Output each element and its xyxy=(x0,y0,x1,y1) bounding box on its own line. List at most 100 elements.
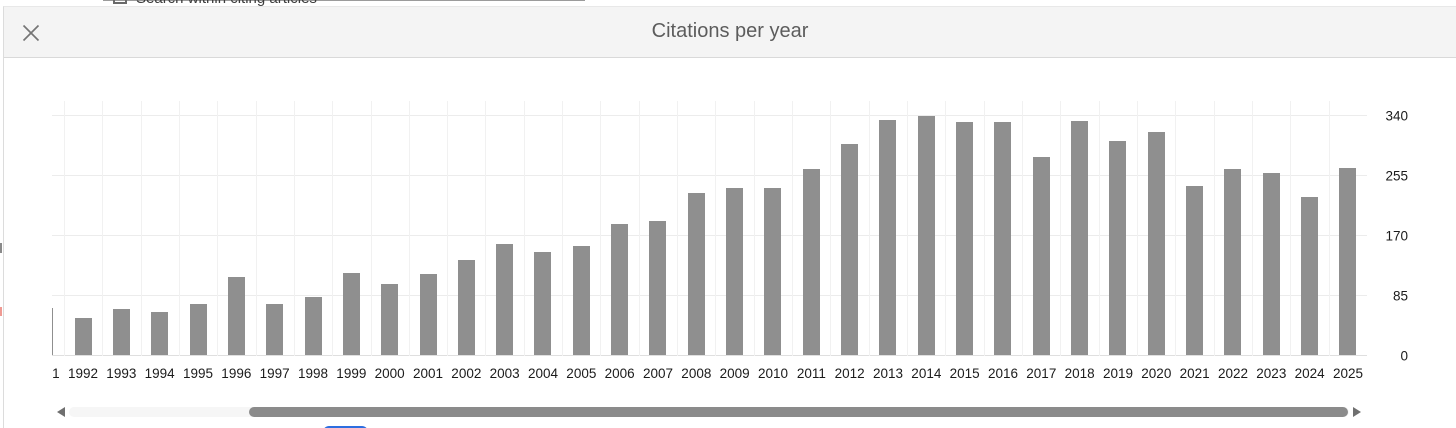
citations-bar-2024[interactable] xyxy=(1301,197,1319,355)
vertical-gridline xyxy=(332,101,334,356)
x-tick-label: 2020 xyxy=(1141,366,1172,381)
vertical-gridline xyxy=(638,101,640,356)
scrollbar-track[interactable] xyxy=(69,407,1349,417)
background-menu-border xyxy=(103,0,585,1)
scrollbar-left-arrow-icon[interactable] xyxy=(57,407,65,417)
citations-bar-1997[interactable] xyxy=(266,304,284,355)
vertical-gridline xyxy=(677,101,679,356)
citations-bar-2015[interactable] xyxy=(956,122,974,355)
x-tick-label: 2021 xyxy=(1179,366,1210,381)
vertical-gridline xyxy=(1213,101,1215,356)
citations-bar-2012[interactable] xyxy=(841,144,859,355)
vertical-gridline xyxy=(1175,101,1177,356)
citations-bar-1995[interactable] xyxy=(189,304,207,355)
x-tick-label: 2025 xyxy=(1332,366,1364,381)
gridline xyxy=(52,115,1367,116)
x-tick-label: 1997 xyxy=(259,366,290,381)
citations-bar-1999[interactable] xyxy=(342,273,360,355)
vertical-gridline xyxy=(293,101,295,356)
citations-bar-2010[interactable] xyxy=(764,188,782,355)
citations-bar-2013[interactable] xyxy=(879,120,897,355)
x-tick-label: 2012 xyxy=(834,366,865,381)
citations-bar-2001[interactable] xyxy=(419,274,437,355)
citations-bar-2004[interactable] xyxy=(534,252,552,355)
dialog-header: Citations per year xyxy=(4,7,1456,58)
citations-bar-2017[interactable] xyxy=(1032,157,1050,355)
x-tick-label: 1996 xyxy=(221,366,252,381)
vertical-gridline xyxy=(63,101,65,356)
citations-bar-1994[interactable] xyxy=(151,312,169,355)
x-tick-label: 2001 xyxy=(412,366,444,381)
search-within-label: Search within citing articles xyxy=(136,0,356,6)
x-tick-label: 2005 xyxy=(566,366,597,381)
citations-bar-2007[interactable] xyxy=(649,221,667,355)
citations-bar-2019[interactable] xyxy=(1109,141,1127,355)
y-tick-label: 85 xyxy=(1392,288,1408,304)
citations-bar-2005[interactable] xyxy=(572,246,590,355)
citations-bar-2025[interactable] xyxy=(1339,168,1357,355)
vertical-gridline xyxy=(715,101,717,356)
vertical-gridline xyxy=(792,101,794,356)
close-button[interactable] xyxy=(18,20,44,46)
citations-bar-2009[interactable] xyxy=(726,188,744,355)
gridline xyxy=(52,175,1367,176)
citations-bar-1992[interactable] xyxy=(74,318,92,355)
citations-bar-2002[interactable] xyxy=(457,260,475,355)
vertical-gridline xyxy=(1328,101,1330,356)
scrollbar-right-arrow-icon[interactable] xyxy=(1353,407,1361,417)
x-tick-label: 1991 xyxy=(52,366,60,381)
citations-bar-2022[interactable] xyxy=(1224,169,1242,355)
x-tick-label: 2007 xyxy=(642,366,674,381)
x-axis-labels: 1991 1992 1993 1994 1995 1996 1997 1998 1999 2000… xyxy=(52,364,1392,384)
vertical-gridline xyxy=(983,101,985,356)
citations-bar-2003[interactable] xyxy=(496,244,514,355)
x-tick-label: 2006 xyxy=(604,366,635,381)
citations-bar-1991[interactable] xyxy=(52,308,54,355)
x-tick-label: 2013 xyxy=(872,366,904,381)
x-tick-label: 2023 xyxy=(1256,366,1287,381)
vertical-gridline xyxy=(753,101,755,356)
gridline xyxy=(52,295,1367,296)
x-tick-label: 2017 xyxy=(1026,366,1057,381)
citations-bar-2011[interactable] xyxy=(802,169,820,355)
citations-bar-2006[interactable] xyxy=(611,224,629,355)
y-tick-label: 170 xyxy=(1385,228,1408,244)
vertical-gridline xyxy=(1060,101,1062,356)
x-tick-label: 2004 xyxy=(527,366,559,381)
citations-bar-2020[interactable] xyxy=(1147,132,1165,355)
x-tick-label: 1992 xyxy=(67,366,99,381)
clipped-blue-button[interactable] xyxy=(323,426,368,428)
x-tick-label: 2008 xyxy=(681,366,712,381)
vertical-gridline xyxy=(1022,101,1024,356)
citations-bar-2018[interactable] xyxy=(1071,121,1089,355)
citations-bar-2000[interactable] xyxy=(381,284,399,355)
x-tick-label: 2018 xyxy=(1064,366,1095,381)
vertical-gridline xyxy=(447,101,449,356)
dialog-title: Citations per year xyxy=(651,20,809,42)
vertical-gridline xyxy=(408,101,410,356)
citations-bar-1996[interactable] xyxy=(227,277,245,355)
citations-bar-2008[interactable] xyxy=(687,193,705,355)
citations-bar-2016[interactable] xyxy=(994,122,1012,355)
x-tick-label: 1995 xyxy=(182,366,214,381)
citations-per-year-dialog: Citations per year 199119921993199419951… xyxy=(3,6,1456,428)
y-axis-labels: 0 85 170 255 340 xyxy=(1368,7,1408,367)
citations-bar-1998[interactable] xyxy=(304,297,322,355)
x-tick-label: 2010 xyxy=(757,366,789,381)
citations-bar-2014[interactable] xyxy=(917,116,935,355)
x-axis-line xyxy=(52,355,1367,356)
x-tick-label: 1998 xyxy=(297,366,329,381)
background-left-mark-red xyxy=(0,307,2,316)
citations-bar-2021[interactable] xyxy=(1186,186,1204,355)
vertical-gridline xyxy=(178,101,180,356)
vertical-gridline xyxy=(945,101,947,356)
citations-bar-1993[interactable] xyxy=(112,309,130,355)
close-icon xyxy=(22,24,40,42)
search-within-checkbox xyxy=(113,0,127,4)
citations-bar-2023[interactable] xyxy=(1262,173,1280,355)
vertical-gridline xyxy=(485,101,487,356)
scrollbar-thumb[interactable] xyxy=(249,407,1348,417)
x-tick-label: 1999 xyxy=(336,366,367,381)
x-tick-label: 2011 xyxy=(796,366,826,381)
vertical-gridline xyxy=(523,101,525,356)
